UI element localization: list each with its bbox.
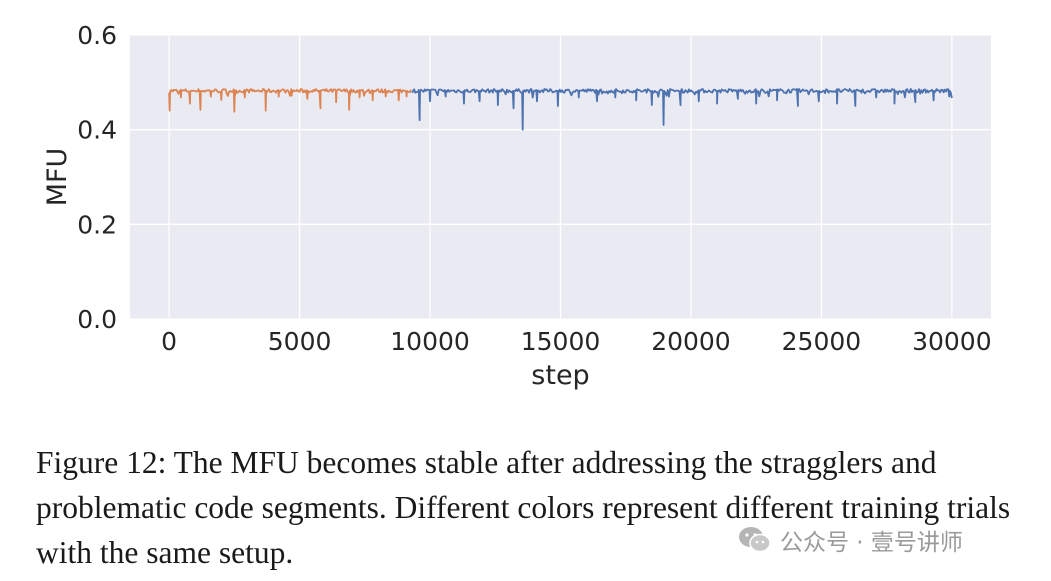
series-line-blue bbox=[411, 88, 953, 131]
y-tick-label: 0.4 bbox=[77, 116, 117, 145]
y-axis-label: MFU bbox=[42, 148, 73, 207]
x-tick-label: 20000 bbox=[651, 327, 731, 356]
wechat-icon bbox=[739, 527, 771, 553]
x-tick-label: 10000 bbox=[390, 327, 470, 356]
watermark-text: 公众号 · 壹号讲师 bbox=[780, 530, 963, 556]
y-tick-labels: 0.0 0.2 0.4 0.6 bbox=[77, 21, 117, 334]
x-tick-labels: 0 5000 10000 15000 20000 25000 30000 bbox=[161, 327, 991, 356]
y-tick-label: 0.2 bbox=[77, 210, 117, 239]
series-layer bbox=[168, 88, 953, 131]
x-tick-label: 5000 bbox=[268, 327, 332, 356]
x-tick-label: 30000 bbox=[912, 327, 992, 356]
watermark: 公众号 · 壹号讲师 bbox=[738, 523, 963, 557]
mfu-line-chart: 0 5000 10000 15000 20000 25000 30000 0.0 0.2 0.4… bbox=[42, 21, 992, 391]
grid-lines bbox=[130, 34, 991, 320]
x-tick-label: 25000 bbox=[782, 327, 862, 356]
series-line-orange bbox=[168, 88, 412, 113]
x-axis-label: step bbox=[531, 360, 589, 391]
x-tick-label: 15000 bbox=[521, 327, 601, 356]
y-tick-label: 0.0 bbox=[77, 305, 117, 334]
x-tick-label: 0 bbox=[161, 327, 177, 356]
y-tick-label: 0.6 bbox=[77, 21, 117, 50]
figure-caption: Figure 12: The MFU becomes stable after … bbox=[36, 445, 1011, 570]
